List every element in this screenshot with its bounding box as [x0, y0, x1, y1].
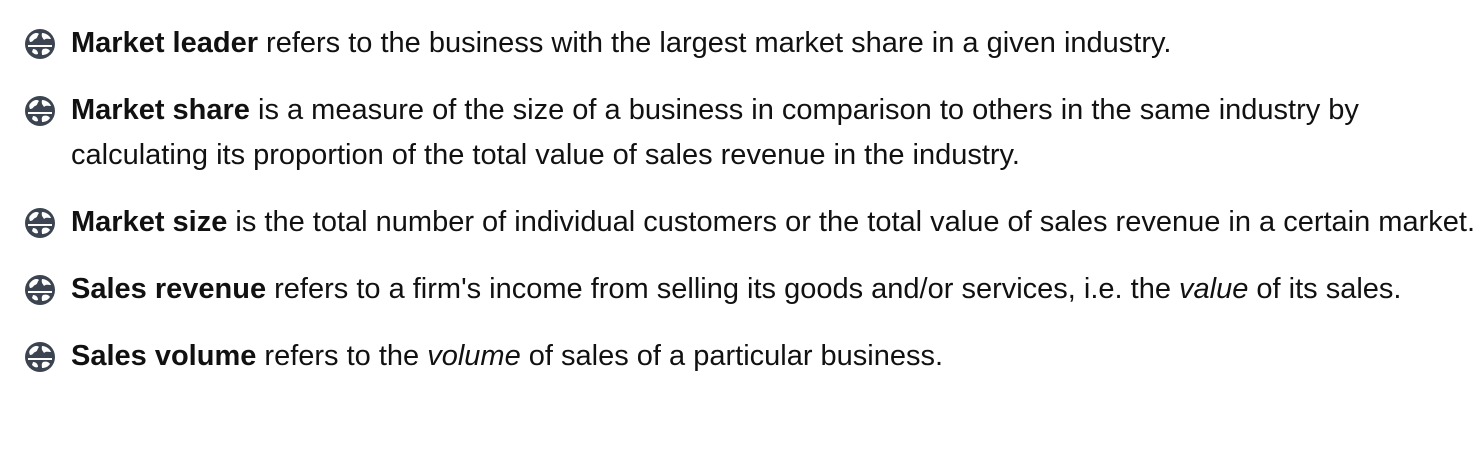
glossary-list: Market leader refers to the business wit…: [0, 21, 1483, 379]
term: Market share: [71, 94, 250, 126]
globe-bullet-icon: [24, 274, 56, 306]
term: Market leader: [71, 27, 258, 59]
definition: refers to the business with the largest …: [258, 27, 1172, 59]
globe-bullet-icon: [24, 28, 56, 60]
term: Market size: [71, 206, 228, 238]
definition: is the total number of individual custom…: [227, 206, 1475, 238]
glossary-item-market-share: Market share is a measure of the size of…: [0, 88, 1483, 178]
globe-bullet-icon: [24, 95, 56, 127]
definition-start: refers to a firm's income from selling i…: [266, 273, 1180, 305]
glossary-item-sales-volume: Sales volume refers to the volume of sal…: [0, 334, 1483, 379]
globe-bullet-icon: [24, 207, 56, 239]
definition: is a measure of the size of a business i…: [71, 94, 1359, 171]
definition-emphasis: volume: [427, 340, 521, 372]
glossary-item-market-leader: Market leader refers to the business wit…: [0, 21, 1483, 66]
definition-end: of its sales.: [1248, 273, 1402, 305]
globe-bullet-icon: [24, 341, 56, 373]
definition-end: of sales of a particular business.: [520, 340, 944, 372]
glossary-item-sales-revenue: Sales revenue refers to a firm's income …: [0, 267, 1483, 312]
term: Sales volume: [71, 340, 257, 372]
glossary-item-market-size: Market size is the total number of indiv…: [0, 200, 1483, 245]
definition-emphasis: value: [1179, 273, 1249, 305]
term: Sales revenue: [71, 273, 267, 305]
definition-start: refers to the: [256, 340, 428, 372]
